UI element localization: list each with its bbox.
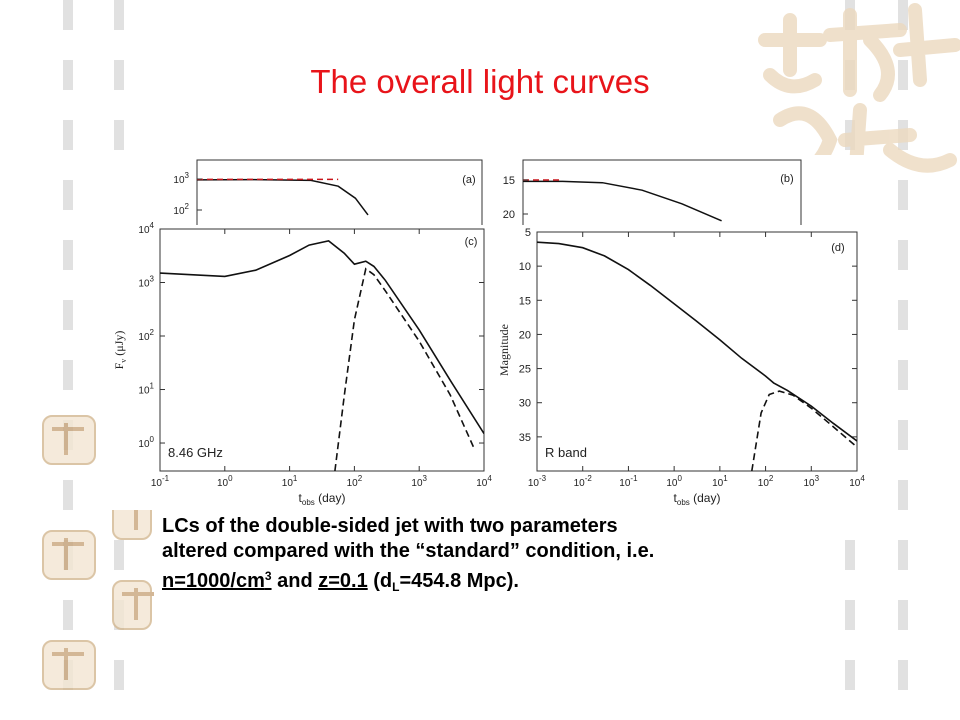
panel-d-ytick-label: 20 [519, 329, 531, 341]
panel-d-band-label: R band [545, 445, 587, 460]
caption-line-1: LCs of the double-sided jet with two par… [162, 515, 618, 537]
panel-b-series-0 [523, 180, 722, 222]
caption-line-2: altered compared with the “standard” con… [162, 540, 655, 562]
panel-a-ytick-label: 103 [173, 171, 189, 186]
calligraphy-watermark [758, 3, 960, 187]
decorative-seal-icon [42, 530, 96, 580]
panel-c-frame [159, 228, 485, 472]
caption-redshift: z=0.1 [318, 570, 368, 592]
panel-c-ytick-label: 102 [138, 328, 154, 343]
panel-b-frame [522, 159, 802, 225]
panel-d-ylabel: Magnitude [497, 324, 511, 376]
panel-d-xtick-label: 103 [803, 474, 819, 489]
panel-c-ytick-label: 103 [138, 275, 154, 290]
caption-line-3: n=1000/cm3 and z=0.1 (dL=454.8 Mpc). [162, 569, 519, 594]
panel-c-xtick-label: 103 [411, 474, 427, 489]
panel-c-xtick-label: 104 [476, 474, 492, 489]
panel-d-xtick-label: 10-2 [574, 474, 593, 489]
panel-d-xlabel: tobs (day) [674, 491, 721, 507]
panel-d-ytick-label: 35 [519, 432, 531, 444]
panel-a-series-0 [196, 178, 369, 216]
panel-d-xtick-label: 100 [666, 474, 682, 489]
panel-d-ytick-label: 30 [519, 398, 531, 410]
panel-d-ytick-label: 5 [525, 227, 531, 239]
panel-b-label: (b) [780, 173, 793, 185]
panel-d-frame [536, 231, 858, 472]
background-stripe [63, 0, 73, 720]
panel-c-xtick-label: 102 [347, 474, 363, 489]
panel-c-xtick-label: 100 [217, 474, 233, 489]
panel-c-ytick-label: 100 [138, 435, 154, 450]
panel-b-ytick-label: 20 [503, 209, 515, 221]
decorative-seal-icon [42, 415, 96, 465]
panel-c-xtick-label: 101 [282, 474, 298, 489]
panel-d-ytick-label: 15 [519, 295, 531, 307]
decorative-seal-icon [42, 640, 96, 690]
panel-d-xtick-label: 104 [849, 474, 865, 489]
panel-d-ytick-label: 10 [519, 261, 531, 273]
panel-d-xtick-label: 10-3 [528, 474, 547, 489]
panel-d-series-0 [537, 241, 857, 442]
slide-title: The overall light curves [310, 63, 650, 100]
panel-d-label: (d) [831, 242, 844, 254]
panel-d-xtick-label: 102 [758, 474, 774, 489]
panel-d-xtick-label: 10-1 [619, 474, 638, 489]
panel-a-label: (a) [462, 174, 475, 186]
panel-c-label: (c) [465, 236, 478, 248]
panel-c-series-0 [160, 240, 484, 435]
panel-c-ylabel: Fv (μJy) [112, 331, 128, 370]
background-stripe [898, 0, 908, 720]
panel-c-xtick-label: 10-1 [151, 474, 170, 489]
figure-background [112, 155, 864, 510]
panel-c-ytick-label: 101 [138, 382, 154, 397]
panel-b-ytick-label: 15 [503, 175, 515, 187]
caption-density: n=1000/cm3 [162, 569, 272, 592]
panel-a-frame [196, 159, 483, 225]
panel-a-ytick-label: 102 [173, 202, 189, 217]
panel-c-xlabel: tobs (day) [299, 491, 346, 507]
panel-c-band-label: 8.46 GHz [168, 445, 223, 460]
panel-d-ytick-label: 25 [519, 364, 531, 376]
panel-c-series-1 [334, 267, 475, 471]
slide-caption: LCs of the double-sided jet with two par… [162, 514, 882, 600]
decorative-seal-icon [112, 580, 154, 630]
panel-d-xtick-label: 101 [712, 474, 728, 489]
panel-c-ytick-label: 104 [138, 221, 154, 236]
